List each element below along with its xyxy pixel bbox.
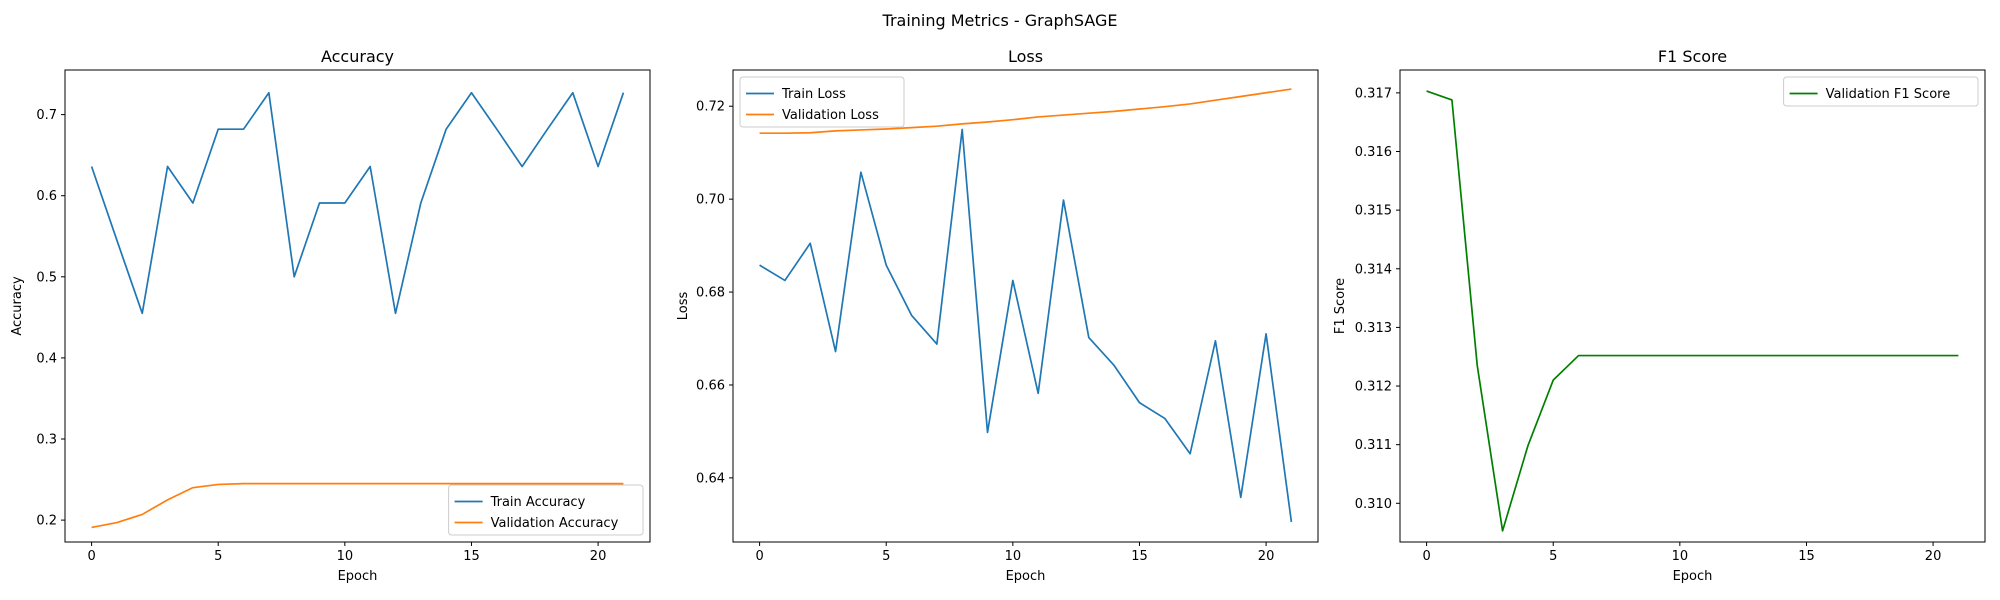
validation-accuracy-line [91, 482, 624, 529]
y-tick-label: 0.5 [36, 270, 57, 285]
y-axis-label: Loss [676, 292, 691, 321]
x-tick-label: 0 [1422, 549, 1430, 564]
x-tick-label: 0 [755, 549, 763, 564]
y-tick-label: 0.4 [36, 351, 57, 366]
y-tick-label: 0.66 [696, 378, 725, 393]
f1-score-panel: F1 Score 0 5 10 15 20 0.310 0.311 0.312 0.313 0.31… [1333, 47, 1986, 584]
legend-label: Train Loss [781, 87, 846, 102]
panel-title: F1 Score [1658, 47, 1727, 66]
x-axis-label: Epoch [1006, 569, 1046, 584]
legend: Train Accuracy Validation Accuracy [448, 484, 644, 536]
x-tick-label: 0 [87, 549, 95, 564]
y-tick-label: 0.310 [1355, 497, 1392, 512]
y-tick-label: 0.7 [36, 108, 57, 123]
x-tick-label: 10 [1672, 549, 1689, 564]
x-tick-label: 15 [1131, 549, 1148, 564]
axes-frame [732, 69, 1319, 543]
y-tick-label: 0.314 [1355, 262, 1392, 277]
legend-label: Validation F1 Score [1826, 87, 1951, 102]
legend-label: Train Accuracy [490, 495, 586, 510]
y-tick-label: 0.70 [696, 193, 725, 208]
axes-frame [64, 69, 651, 543]
y-tick-label: 0.316 [1355, 145, 1392, 160]
y-tick-label: 0.64 [696, 471, 725, 486]
x-tick-label: 5 [882, 549, 890, 564]
legend-box [739, 76, 905, 128]
figure-title: Training Metrics - GraphSAGE [882, 11, 1118, 30]
axes-frame [1399, 69, 1986, 543]
validation-f1-score-line [1426, 90, 1959, 532]
loss-panel: Loss 0 5 10 15 20 0.64 0.66 0.68 0.70 0.72 Epoch Los… [676, 47, 1319, 584]
x-axis-label: Epoch [338, 569, 378, 584]
y-tick-label: 0.6 [36, 189, 57, 204]
train-accuracy-line [90, 91, 625, 315]
x-tick-label: 5 [214, 549, 222, 564]
y-tick-label: 0.3 [36, 433, 57, 448]
legend-label: Validation Accuracy [491, 516, 619, 531]
legend-label: Validation Loss [782, 108, 879, 123]
legend-box [448, 484, 644, 536]
y-tick-label: 0.2 [36, 514, 57, 529]
panel-title: Loss [1008, 47, 1043, 66]
y-tick-label: 0.315 [1355, 204, 1392, 219]
legend: Validation F1 Score [1783, 76, 1979, 107]
y-tick-label: 0.313 [1355, 321, 1392, 336]
panel-title: Accuracy [321, 47, 394, 66]
x-tick-label: 10 [1005, 549, 1022, 564]
y-axis-label: F1 Score [1333, 278, 1348, 334]
x-tick-label: 20 [1258, 549, 1275, 564]
accuracy-panel: Accuracy 0 5 10 15 20 0.2 0.3 0.4 0.5 0.6 0.7 Epoch A… [10, 47, 651, 584]
train-loss-line [759, 128, 1293, 523]
y-tick-label: 0.72 [696, 100, 725, 115]
x-tick-label: 10 [337, 549, 354, 564]
x-tick-label: 15 [463, 549, 480, 564]
legend: Train Loss Validation Loss [739, 76, 905, 128]
y-tick-label: 0.311 [1355, 438, 1392, 453]
y-tick-label: 0.312 [1355, 380, 1392, 395]
x-tick-label: 20 [1925, 549, 1942, 564]
validation-loss-line [759, 88, 1292, 135]
legend-box [1783, 76, 1979, 107]
y-tick-label: 0.317 [1355, 86, 1392, 101]
y-tick-label: 0.68 [696, 286, 725, 301]
x-tick-label: 20 [590, 549, 607, 564]
x-axis-label: Epoch [1673, 569, 1713, 584]
x-tick-label: 5 [1549, 549, 1557, 564]
y-axis-label: Accuracy [10, 276, 25, 336]
x-tick-label: 15 [1798, 549, 1815, 564]
